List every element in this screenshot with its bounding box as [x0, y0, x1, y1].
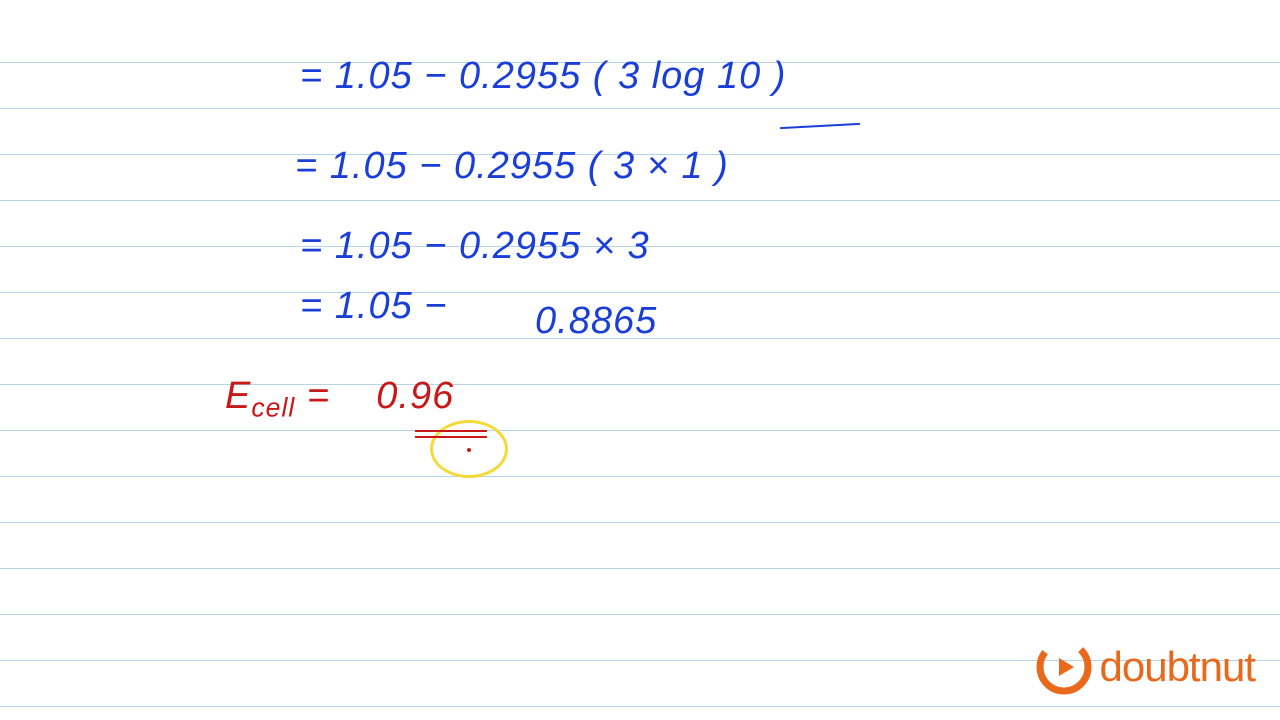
brand-name: doubtnut [1100, 643, 1256, 691]
equation-line-4-part1: = 1.05 − [300, 285, 447, 328]
equation-line-4-part2: 0.8865 [535, 300, 657, 343]
result-value: 0.96 [376, 375, 454, 417]
result-line: Ecell = 0.96 [225, 375, 454, 424]
result-subscript: cell [251, 393, 295, 423]
result-variable: E [225, 375, 251, 417]
brand-logo: doubtnut [1036, 639, 1256, 695]
result-equals: = [295, 375, 341, 417]
doubtnut-icon [1036, 639, 1092, 695]
ruled-paper-background [0, 0, 1280, 720]
equation-line-3: = 1.05 − 0.2955 × 3 [300, 225, 650, 268]
equation-line-2: = 1.05 − 0.2955 ( 3 × 1 ) [295, 145, 729, 188]
equation-line-1: = 1.05 − 0.2955 ( 3 log 10 ) [300, 55, 786, 98]
cursor-dot [467, 448, 471, 452]
